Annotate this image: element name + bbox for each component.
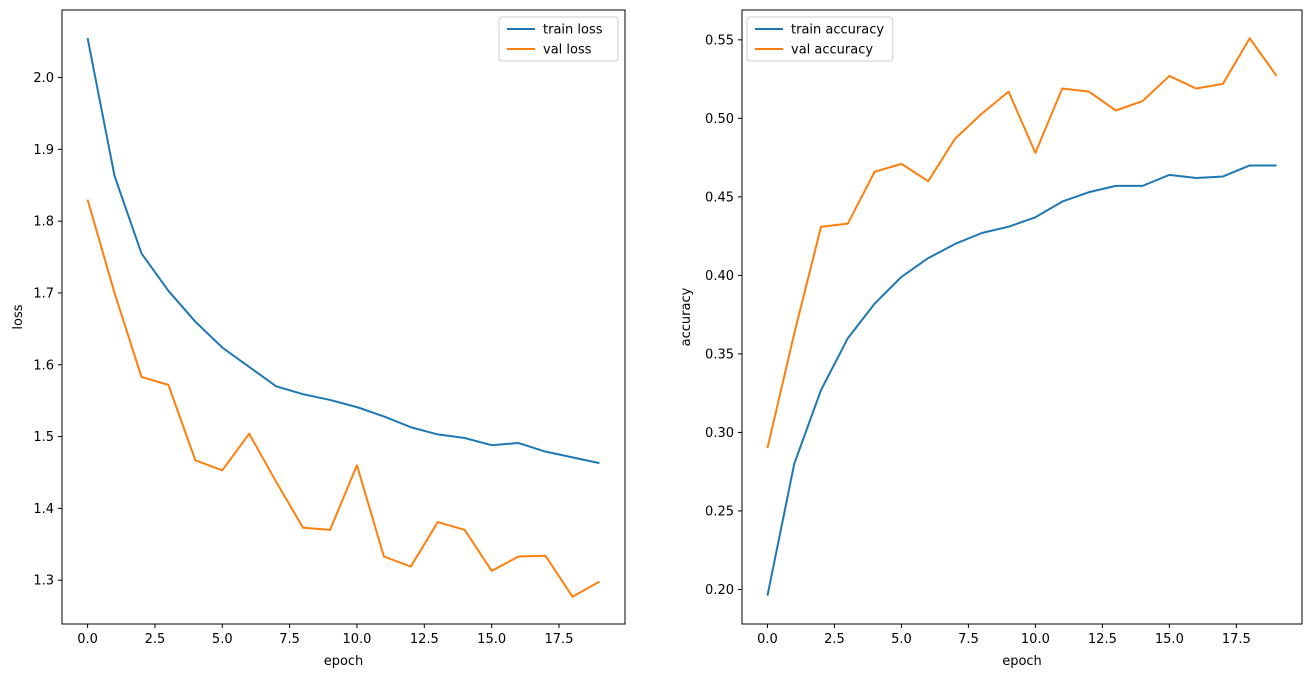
y-tick-label: 0.30 <box>705 426 734 441</box>
x-tick-label: 0.0 <box>757 632 778 647</box>
legend-label-val-accuracy: val accuracy <box>791 43 873 58</box>
y-tick-label: 0.50 <box>705 112 734 127</box>
y-tick-label: 1.6 <box>33 358 54 373</box>
y-tick-label: 0.40 <box>705 269 734 284</box>
y-tick-label: 1.7 <box>33 286 54 301</box>
x-tick-label: 15.0 <box>1155 632 1184 647</box>
x-tick-label: 12.5 <box>410 632 439 647</box>
y-tick-label: 1.5 <box>33 430 54 445</box>
x-tick-label: 12.5 <box>1088 632 1117 647</box>
series-line-train-accuracy <box>766 164 1277 596</box>
x-tick-label: 5.0 <box>212 632 233 647</box>
axes-frame <box>61 9 626 625</box>
legend-label-val-loss: val loss <box>543 43 592 58</box>
x-axis-label: epoch <box>324 654 364 669</box>
x-tick-label: 10.0 <box>342 632 371 647</box>
y-tick-label: 1.8 <box>33 215 54 230</box>
x-tick-label: 15.0 <box>477 632 506 647</box>
loss-chart: 0.0 2.5 5.0 7.5 10.0 12.5 15.0 17.5 1.3 1.4 1.5 1.6… <box>11 9 626 669</box>
legend: train loss val loss <box>498 16 619 62</box>
y-tick-label: 0.25 <box>705 504 734 519</box>
x-tick-label: 7.5 <box>279 632 300 647</box>
y-tick-label: 1.9 <box>33 143 54 158</box>
y-tick-label: 1.3 <box>33 574 54 589</box>
x-tick-label: 10.0 <box>1021 632 1050 647</box>
x-tick-label: 7.5 <box>958 632 979 647</box>
accuracy-chart: 0.0 2.5 5.0 7.5 10.0 12.5 15.0 17.5 0.20 0.25 0.30… <box>679 9 1303 669</box>
y-tick-label: 0.45 <box>705 190 734 205</box>
x-axis-label: epoch <box>1002 654 1042 669</box>
x-tick-label: 17.5 <box>545 632 574 647</box>
x-tick-label: 5.0 <box>891 632 912 647</box>
x-tick-label: 17.5 <box>1222 632 1251 647</box>
legend-label-train-loss: train loss <box>543 23 603 38</box>
y-tick-label: 0.55 <box>705 33 734 48</box>
series-line-train-loss <box>86 37 600 465</box>
legend-label-train-accuracy: train accuracy <box>791 23 884 38</box>
x-tick-label: 0.0 <box>77 632 98 647</box>
y-tick-label: 1.4 <box>33 502 54 517</box>
series-line-val-accuracy <box>766 37 1278 449</box>
legend-box <box>746 16 894 62</box>
series-line-val-loss <box>86 199 600 598</box>
axes-frame <box>741 9 1303 625</box>
y-tick-label: 0.20 <box>705 583 734 598</box>
y-axis-label: accuracy <box>679 287 694 346</box>
y-tick-label: 2.0 <box>33 71 54 86</box>
x-tick-label: 2.5 <box>824 632 845 647</box>
y-tick-label: 0.35 <box>705 347 734 362</box>
y-axis-label: loss <box>11 304 26 329</box>
x-tick-label: 2.5 <box>145 632 166 647</box>
legend: train accuracy val accuracy <box>746 16 894 62</box>
